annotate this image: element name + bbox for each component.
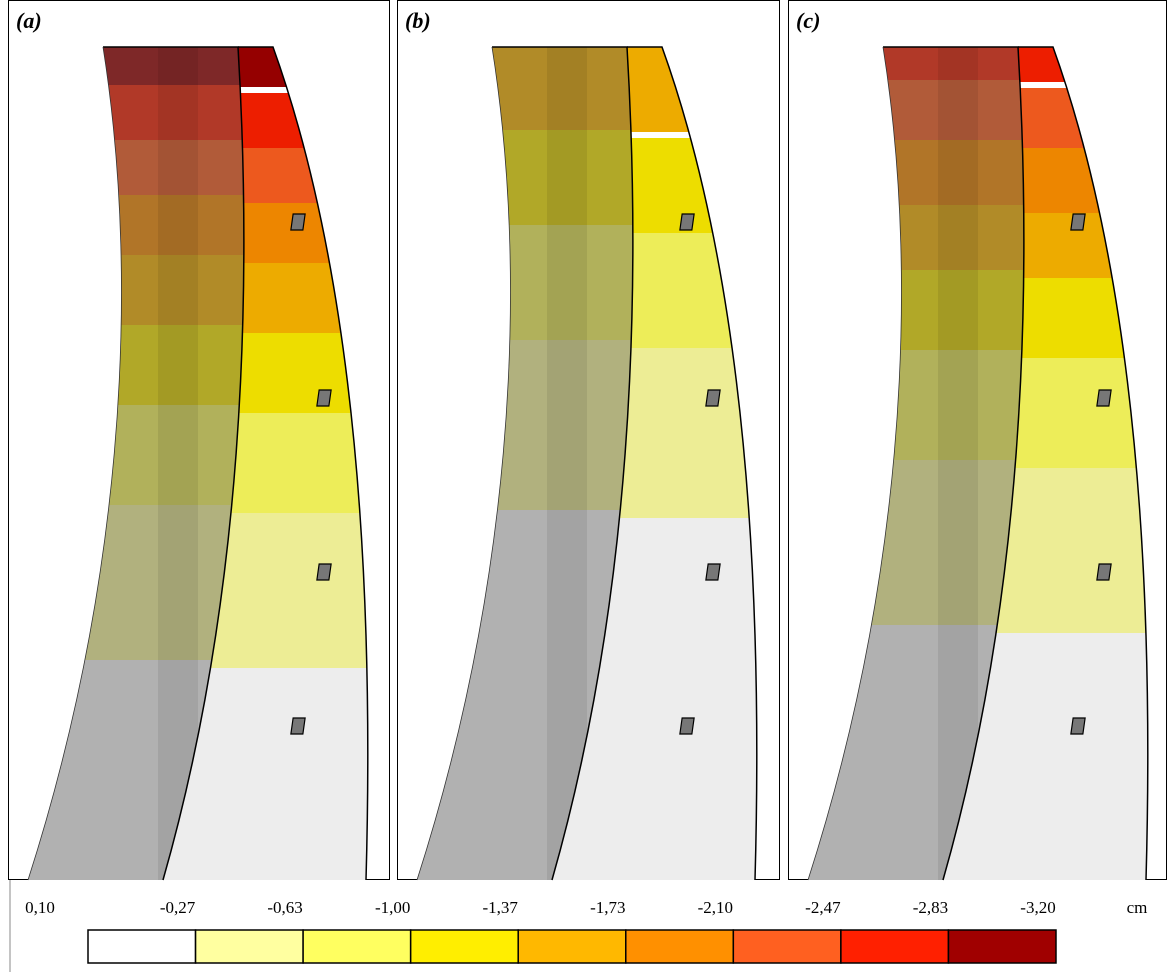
legend-swatch xyxy=(732,929,842,964)
legend-label: -1,37 xyxy=(483,898,519,917)
bolt-hole xyxy=(1096,389,1112,407)
legend-label: -2,83 xyxy=(913,898,948,917)
bolt-hole xyxy=(1096,563,1112,581)
face-outline xyxy=(27,46,122,881)
legend-label: -2,10 xyxy=(698,898,733,917)
legend-label: -1,73 xyxy=(590,898,625,917)
face-outline xyxy=(238,46,369,881)
bolt-hole xyxy=(316,389,332,407)
legend-label: -3,20 xyxy=(1020,898,1055,917)
bolt-hole xyxy=(705,389,721,407)
legend-swatch xyxy=(517,929,627,964)
bolt-hole xyxy=(290,717,306,735)
bolt-hole xyxy=(705,563,721,581)
face-outline xyxy=(883,46,1025,881)
legend-swatch xyxy=(947,929,1057,964)
bolt-hole xyxy=(679,213,695,231)
web-shade xyxy=(938,47,978,880)
legend-label: -0,27 xyxy=(160,898,196,917)
legend-swatch xyxy=(302,929,412,964)
legend-label: -1,00 xyxy=(375,898,410,917)
face-outline xyxy=(627,46,758,881)
web-shade xyxy=(547,47,587,880)
legend-swatch xyxy=(840,929,950,964)
panel-label: (a) xyxy=(16,8,42,33)
face-outline xyxy=(807,46,902,881)
legend-label: 0,10 xyxy=(25,898,55,917)
legend-swatch xyxy=(87,929,197,964)
panel: (b) xyxy=(397,0,780,881)
legend-swatch xyxy=(409,929,519,964)
bolt-hole xyxy=(290,213,306,231)
legend-label: -2,47 xyxy=(805,898,841,917)
web-shade xyxy=(158,47,198,880)
bolt-hole xyxy=(1070,717,1086,735)
panel-label: (b) xyxy=(405,8,431,33)
legend-swatch xyxy=(625,929,735,964)
face-outline xyxy=(416,46,511,881)
face-outline xyxy=(492,46,634,881)
legend-unit: cm xyxy=(1127,898,1148,917)
bolt-hole xyxy=(316,563,332,581)
panel: (c) xyxy=(788,0,1167,881)
bolt-hole xyxy=(679,717,695,735)
face-outline xyxy=(1018,46,1149,881)
legend-label: -0,63 xyxy=(267,898,302,917)
panel-label: (c) xyxy=(796,8,820,33)
legend-swatch xyxy=(194,929,304,964)
face-outline xyxy=(103,46,245,881)
panel: (a) xyxy=(8,0,390,881)
bolt-hole xyxy=(1070,213,1086,231)
